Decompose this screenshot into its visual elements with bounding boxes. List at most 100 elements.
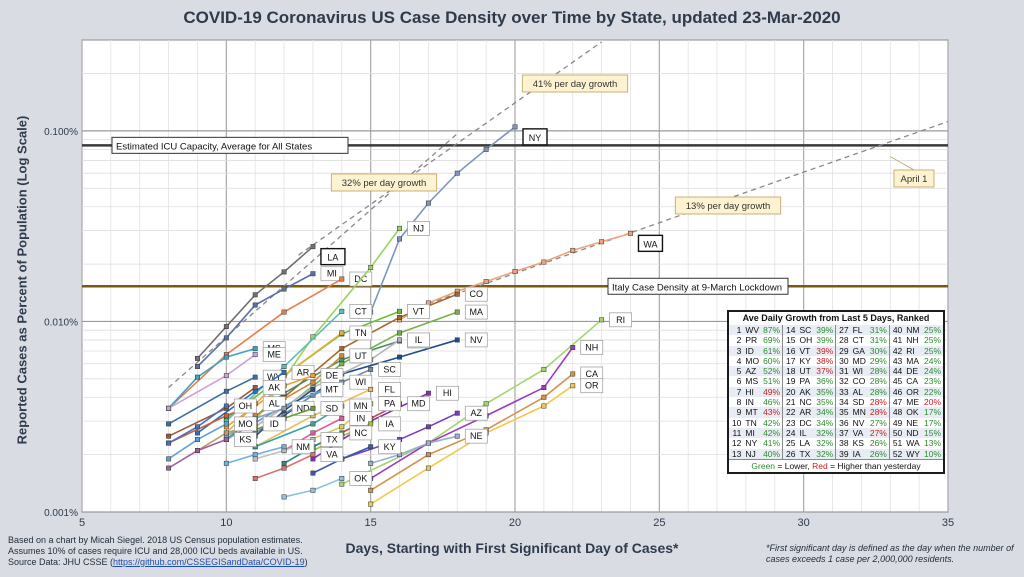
rank-number: 21: [786, 397, 796, 408]
series-label-box: [464, 405, 488, 421]
y-tick-label: 0.001%: [44, 508, 78, 519]
series-label: VT: [413, 306, 425, 316]
series-label-box: [637, 234, 664, 253]
series-label: MD: [412, 399, 426, 409]
rank-state: DC: [799, 417, 812, 428]
rank-growth: 31%: [867, 335, 890, 346]
series-label-box: [349, 325, 373, 341]
series-label-box: [262, 396, 286, 412]
ranking-legend-part: = Lower,: [775, 460, 813, 471]
rank-state: ID: [743, 345, 762, 356]
rank-number: 15: [786, 335, 796, 346]
ranking-row: 6 MS 51% 19 PA 36% 32 CO 28% 45 CA 23%: [729, 376, 943, 387]
rank-number: 49: [892, 417, 903, 428]
series-label-box: [464, 332, 488, 348]
source-link[interactable]: https://github.com/CSSEGISandData/COVID-…: [113, 557, 305, 567]
series-label-box: [320, 266, 344, 282]
ranking-row: 9 MT 43% 22 AR 34% 35 MN 28% 48 OK 17%: [729, 407, 943, 418]
rank-number: 2: [736, 335, 742, 346]
ranking-row: 4 MO 60% 17 KY 38% 30 MD 29% 43 MA 24%: [729, 355, 943, 367]
series-label: MI: [327, 269, 337, 279]
rank-number: 52: [889, 448, 905, 459]
rank-growth: 34%: [814, 417, 837, 428]
rank-growth: 40%: [761, 448, 784, 459]
series-point-mn: [310, 421, 316, 427]
series-point-wy: [223, 388, 229, 394]
growth-label-box: [674, 196, 782, 215]
rank-state: RI: [904, 345, 922, 356]
series-point-al: [223, 413, 229, 419]
series-point-ar: [281, 369, 287, 375]
rank-state: MO: [745, 355, 760, 366]
rank-growth: 17%: [921, 407, 943, 418]
series-label: WY: [267, 372, 282, 382]
series-label-box: [233, 398, 257, 414]
series-point-in: [310, 430, 316, 436]
x-tick-label: 25: [653, 517, 665, 529]
rank-state: AZ: [743, 366, 762, 377]
rank-number: 16: [782, 345, 798, 356]
series-point-de: [310, 373, 316, 379]
rank-number: 4: [736, 355, 742, 366]
rank-number: 19: [786, 376, 796, 387]
series-point-ma: [339, 361, 345, 367]
rank-number: 10: [731, 417, 742, 428]
rank-state: AK: [797, 386, 815, 398]
annotation-label: April 1: [901, 174, 928, 185]
series-point-wa: [570, 247, 576, 253]
series-label: KS: [239, 435, 251, 445]
series-point-tn: [339, 330, 345, 336]
series-point-wa: [483, 279, 489, 284]
series-point-az: [425, 424, 431, 430]
series-point-wa: [599, 239, 605, 245]
series-label-box: [407, 396, 430, 412]
rank-growth: 25%: [923, 335, 941, 346]
series-label-box: [522, 128, 548, 146]
series-point-ne: [454, 433, 460, 439]
series-point-me: [252, 352, 258, 358]
rank-number: 12: [731, 438, 742, 449]
series-label-box: [349, 425, 373, 441]
rank-state: NM: [904, 325, 922, 336]
series-point-az: [454, 410, 460, 416]
series-label-box: [320, 382, 344, 397]
growth-label: 13% per day growth: [686, 201, 771, 212]
series-point-or: [425, 465, 431, 471]
rank-growth: 28%: [867, 397, 890, 408]
rank-state: KY: [799, 355, 811, 366]
rank-number: 35: [835, 407, 851, 418]
series-label: NE: [470, 431, 483, 441]
rank-growth: 28%: [867, 376, 890, 387]
rank-state: MT: [743, 407, 762, 418]
rank-growth: 35%: [814, 397, 837, 408]
rank-growth: 32%: [814, 448, 837, 459]
credit-notes: Based on a chart by Micah Siegel. 2018 U…: [8, 535, 308, 568]
series-label: IN: [356, 413, 365, 423]
rank-growth: 24%: [921, 366, 943, 377]
series-point-me: [166, 405, 172, 411]
series-point-va: [310, 452, 316, 458]
ranking-legend-part: Red: [812, 460, 828, 471]
reference-label-text: Italy Case Density at 9-March Lockdown: [612, 282, 782, 293]
rank-number: 22: [782, 407, 798, 418]
rank-growth: 61%: [761, 345, 784, 356]
annotation-box: [893, 169, 935, 188]
series-point-ny: [483, 146, 489, 152]
rank-number: 51: [892, 438, 903, 449]
series-point-la: [223, 324, 229, 330]
ranking-row: 1 WV 87% 14 SC 39% 27 FL 31% 40 NM 25%: [729, 325, 943, 336]
rank-state: NH: [906, 335, 919, 346]
series-point-oh: [166, 440, 172, 446]
series-point-ms: [195, 374, 200, 380]
rank-number: 17: [786, 355, 796, 366]
rank-state: CO: [852, 376, 866, 387]
series-point-nj: [397, 225, 402, 231]
series-label-box: [291, 439, 315, 455]
series-label-box: [349, 471, 373, 486]
rank-number: 34: [839, 397, 849, 408]
x-tick-label: 30: [798, 517, 810, 529]
series-label-box: [262, 416, 286, 432]
rank-growth: 46%: [761, 397, 784, 408]
rank-number: 44: [889, 366, 905, 377]
rank-number: 46: [889, 386, 905, 398]
